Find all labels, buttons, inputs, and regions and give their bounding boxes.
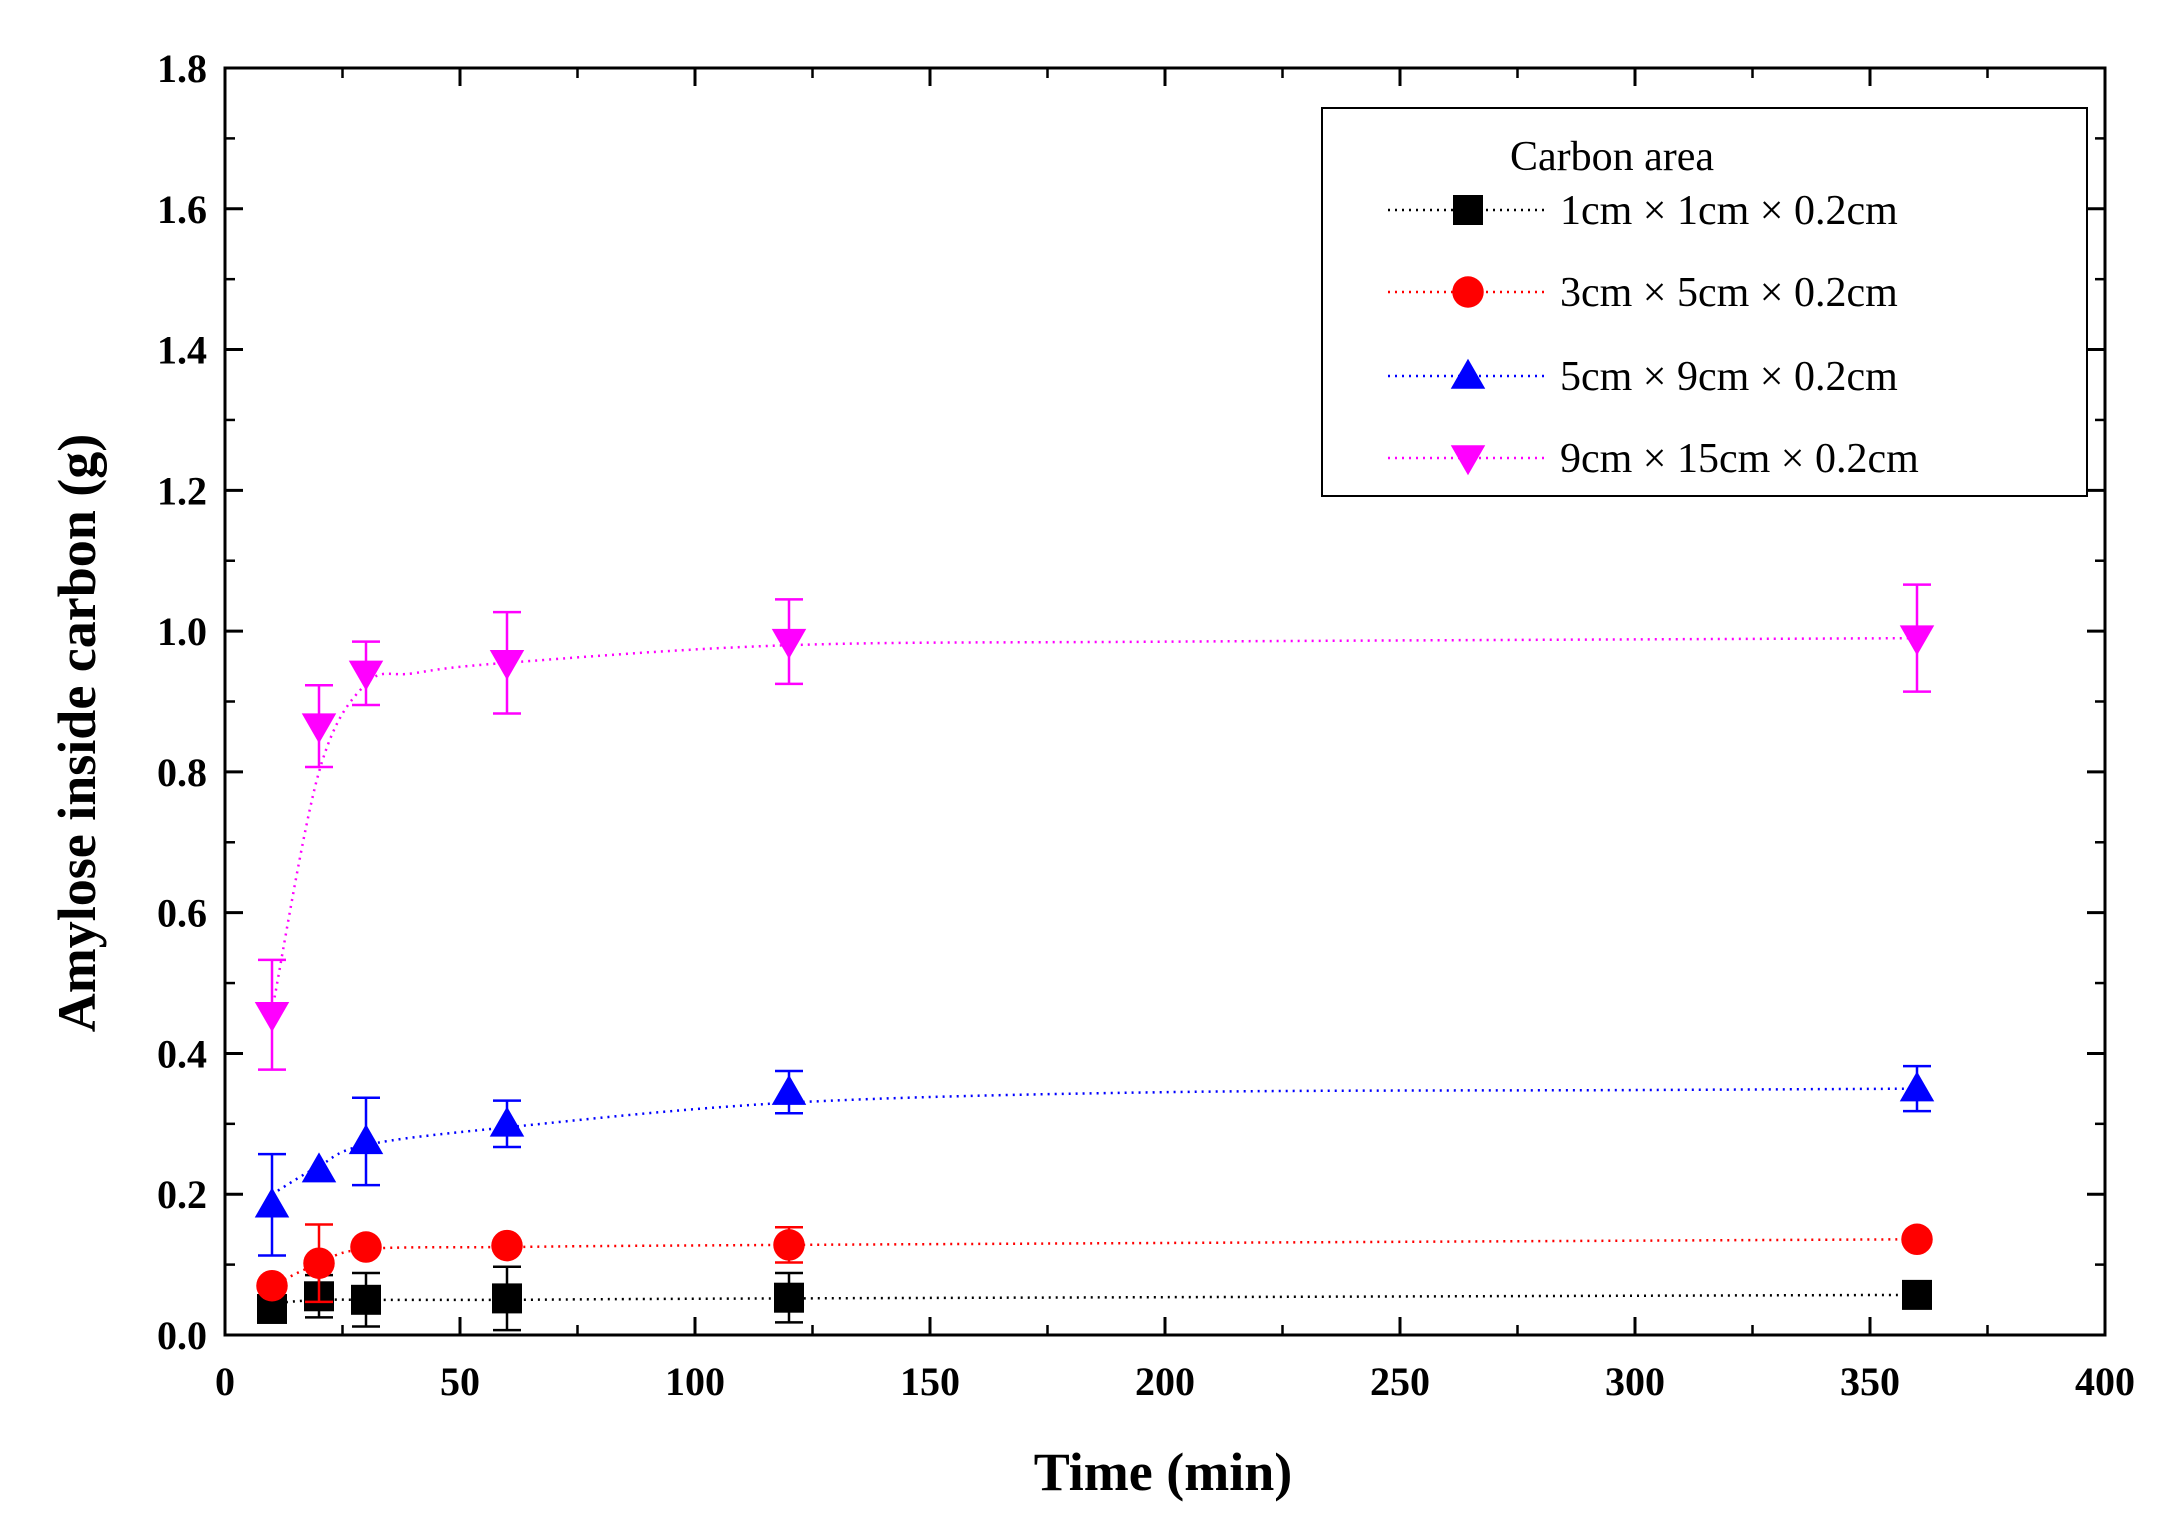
data-point bbox=[254, 1187, 290, 1218]
x-tick-label: 350 bbox=[1840, 1359, 1900, 1404]
legend-marker bbox=[1450, 358, 1486, 389]
data-point bbox=[254, 1001, 290, 1032]
y-tick-label: 1.8 bbox=[157, 46, 207, 91]
data-point bbox=[773, 1229, 805, 1261]
series-4 bbox=[254, 583, 1935, 1071]
x-tick-label: 150 bbox=[900, 1359, 960, 1404]
legend-label: 5cm × 9cm × 0.2cm bbox=[1560, 354, 1898, 400]
legend-items: 1cm × 1cm × 0.2cm 3cm × 5cm × 0.2cm 5cm × … bbox=[1388, 188, 1919, 482]
y-tick-label: 0.2 bbox=[157, 1172, 207, 1217]
legend-title: Carbon area bbox=[1510, 134, 1714, 180]
y-tick-label: 1.2 bbox=[157, 468, 207, 513]
data-point bbox=[301, 1152, 337, 1183]
data-point bbox=[351, 1284, 381, 1315]
legend-box bbox=[1321, 107, 2088, 497]
x-tick-label: 200 bbox=[1135, 1359, 1195, 1404]
x-axis: 0 50 100 150 200 250 300 350 400 bbox=[215, 68, 2135, 1404]
x-tick-label: 50 bbox=[440, 1359, 480, 1404]
y-tick-label: 0.4 bbox=[157, 1031, 207, 1076]
legend-marker bbox=[1450, 445, 1486, 476]
x-tick-label: 100 bbox=[665, 1359, 725, 1404]
y-tick-label: 1.0 bbox=[157, 609, 207, 654]
trend-curve bbox=[271, 1293, 1918, 1305]
trend-curves bbox=[270, 636, 1918, 1305]
data-point bbox=[774, 1282, 804, 1313]
y-tick-label: 0.8 bbox=[157, 750, 207, 795]
data-point bbox=[1901, 1223, 1933, 1256]
y-axis: 0.0 0.2 0.4 0.6 0.8 1.0 1.2 1.4 1.6 1.8 bbox=[157, 46, 2105, 1358]
data-point bbox=[1902, 1279, 1932, 1310]
trend-curve bbox=[270, 636, 1918, 1012]
data-point bbox=[492, 1283, 522, 1314]
series-1 bbox=[257, 1265, 1932, 1332]
data-point bbox=[771, 1074, 807, 1105]
y-tick-label: 0.0 bbox=[157, 1313, 207, 1358]
data-point bbox=[348, 1124, 384, 1155]
data-markers bbox=[254, 583, 1935, 1332]
data-point bbox=[489, 650, 525, 681]
data-point bbox=[1899, 625, 1935, 656]
data-point bbox=[301, 713, 337, 744]
data-point bbox=[489, 1106, 525, 1137]
y-tick-label: 1.6 bbox=[157, 187, 207, 232]
trend-curve bbox=[271, 1087, 1918, 1196]
data-point bbox=[771, 628, 807, 659]
x-tick-label: 250 bbox=[1370, 1359, 1430, 1404]
data-point bbox=[350, 1231, 382, 1263]
data-point bbox=[1899, 1071, 1935, 1102]
series-3 bbox=[254, 1064, 1935, 1257]
data-point bbox=[348, 660, 384, 691]
x-tick-label: 400 bbox=[2075, 1359, 2135, 1404]
series-2 bbox=[256, 1223, 1933, 1304]
legend-label: 3cm × 5cm × 0.2cm bbox=[1560, 270, 1898, 316]
y-axis-title: Amylose inside carbon (g) bbox=[47, 434, 107, 1032]
y-tick-label: 0.6 bbox=[157, 891, 207, 936]
legend-label: 1cm × 1cm × 0.2cm bbox=[1560, 188, 1898, 234]
x-tick-label: 0 bbox=[215, 1359, 235, 1404]
x-axis-title: Time (min) bbox=[1034, 1442, 1292, 1502]
legend-marker bbox=[1452, 276, 1484, 308]
legend-label: 9cm × 15cm × 0.2cm bbox=[1560, 436, 1919, 482]
trend-curve bbox=[271, 1238, 1918, 1287]
data-point bbox=[491, 1229, 523, 1262]
data-point bbox=[256, 1269, 288, 1302]
x-tick-label: 300 bbox=[1605, 1359, 1665, 1404]
legend-marker bbox=[1453, 195, 1483, 225]
y-tick-label: 1.4 bbox=[157, 328, 207, 373]
legend: Carbon area 1cm × 1cm × 0.2cm 3cm × 5cm ×… bbox=[1321, 107, 2088, 497]
data-point bbox=[303, 1247, 335, 1279]
